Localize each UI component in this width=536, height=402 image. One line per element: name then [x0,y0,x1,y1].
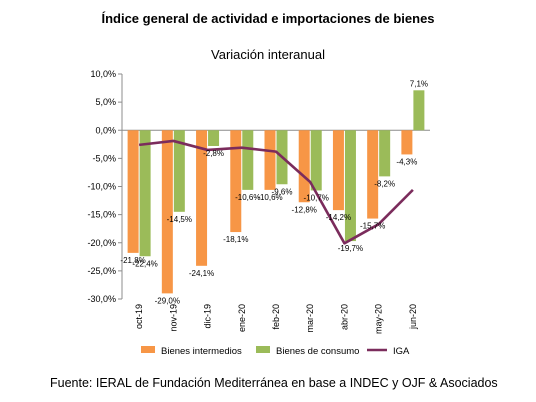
data-label-bienes-de-consumo: -22,4% [132,259,157,268]
bar-bienes-de-consumo [344,130,356,242]
data-label-bienes-de-consumo: -2,8% [203,149,224,158]
data-label-bienes-intermedios: -18,1% [223,235,248,244]
data-label-bienes-de-consumo: -14,5% [167,215,192,224]
legend-bienes-intermedios-label: Bienes intermedios [161,346,242,357]
data-label-bienes-intermedios: -21,8% [120,256,145,265]
x-tick-label: oct-19 [134,304,144,329]
y-tick-label: -10,0% [87,182,116,192]
source-note: Fuente: IERAL de Fundación Mediterránea … [50,376,498,390]
bar-bienes-intermedios [298,130,310,203]
legend-bienes-de-consumo-swatch [256,346,270,353]
data-label-bienes-de-consumo: 7,1% [410,79,428,88]
x-tick-label: abr-20 [339,304,349,330]
data-label-bienes-de-consumo: -9,6% [272,187,293,196]
x-tick-label: dic-19 [203,304,213,329]
bar-bienes-intermedios [196,130,208,266]
x-tick-label: ene-20 [237,304,247,332]
data-label-bienes-intermedios: -12,8% [292,205,317,214]
data-label-bienes-intermedios: -29,0% [155,296,180,305]
chart-title: Índice general de actividad e importacio… [101,11,435,26]
bar-bienes-intermedios [401,130,413,155]
bar-bienes-intermedios [332,130,344,211]
data-label-bienes-intermedios: -24,1% [189,269,214,278]
data-label-bienes-de-consumo: -10,7% [304,193,329,202]
data-label-bienes-intermedios: -4,3% [396,157,417,166]
bar-bienes-de-consumo [379,130,391,177]
line-iga [138,139,414,245]
y-tick-label: -15,0% [87,210,116,220]
bar-bienes-intermedios [230,130,242,233]
bar-bienes-de-consumo [208,130,220,146]
bar-bienes-de-consumo [139,130,151,257]
legend-bienes-intermedios-swatch [141,346,155,353]
bar-bienes-de-consumo [242,130,254,190]
y-tick-label: 10,0% [90,69,116,79]
bar-bienes-intermedios [367,130,379,219]
x-tick-label: mar-20 [305,304,315,333]
y-tick-label: -20,0% [87,238,116,248]
bar-bienes-de-consumo [173,130,185,212]
y-tick-label: 0,0% [95,125,116,135]
data-label-bienes-intermedios: -10,6% [257,193,282,202]
data-label-bienes-de-consumo: -10,6% [235,193,260,202]
bar-bienes-intermedios [161,130,173,294]
data-label-bienes-intermedios: -15,7% [360,222,385,231]
legend-bienes-de-consumo-label: Bienes de consumo [276,346,359,357]
x-tick-label: nov-19 [168,304,178,332]
y-tick-label: -25,0% [87,266,116,276]
y-tick-label: 5,0% [95,97,116,107]
y-tick-label: -5,0% [92,153,116,163]
x-tick-label: may-20 [374,304,384,334]
legend-iga-label: IGA [393,346,410,357]
y-tick-label: -30,0% [87,294,116,304]
chart-subtitle: Variación interanual [211,47,325,62]
x-tick-label: feb-20 [271,304,281,330]
bar-bienes-intermedios [264,130,276,190]
bar-bienes-de-consumo [413,90,425,131]
bar-bienes-de-consumo [310,130,322,191]
data-label-bienes-de-consumo: -19,7% [338,244,363,253]
data-label-bienes-de-consumo: -8,2% [374,179,395,188]
x-tick-label: jun-20 [408,304,418,330]
data-label-bienes-intermedios: -14,2% [326,213,351,222]
bar-bienes-intermedios [127,130,139,253]
chart-canvas: 10,0% 5,0% 0,0% -5,0% -10,0% -15,0% -20,0% -25,… [87,69,430,357]
